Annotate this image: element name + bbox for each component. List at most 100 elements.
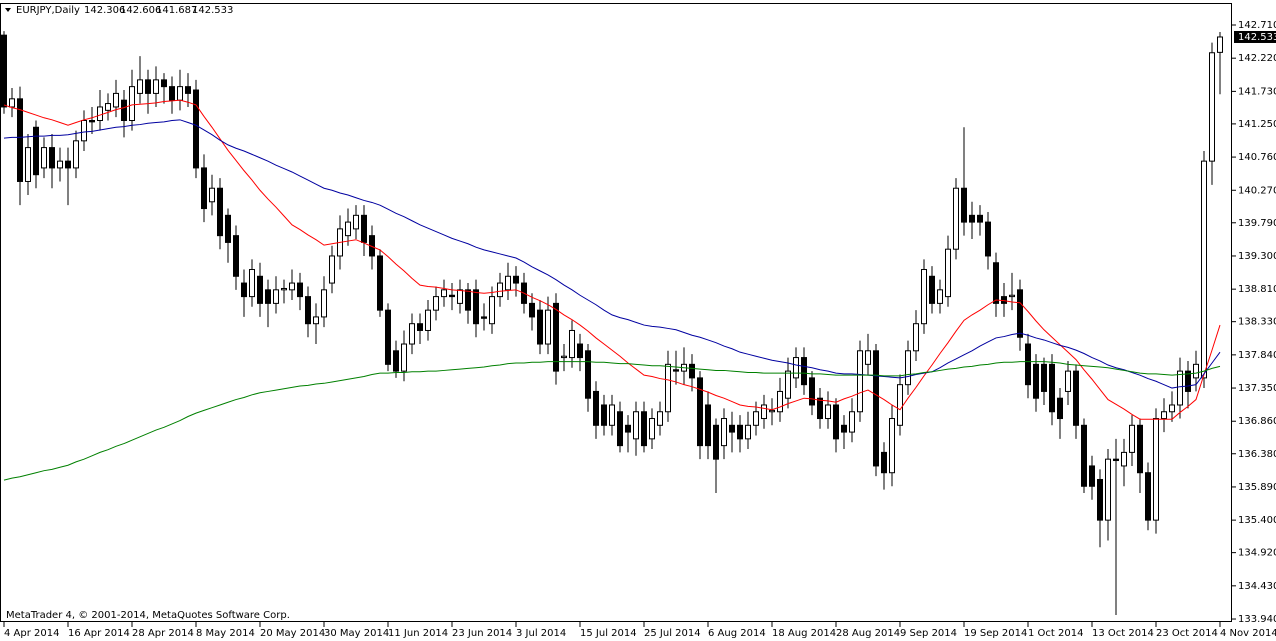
candle-body: [825, 404, 831, 420]
candle-body: [329, 255, 335, 284]
candle-body: [777, 390, 783, 413]
candle-body: [1065, 370, 1071, 392]
candle-body: [113, 92, 119, 108]
candle-body: [905, 350, 911, 386]
plot-frame: [0, 3, 1232, 622]
candle-body: [9, 98, 15, 108]
candle-body: [561, 355, 567, 359]
candle-body: [33, 126, 39, 176]
candle-body: [353, 214, 359, 230]
candle-body: [153, 79, 159, 94]
candle-body: [97, 106, 103, 122]
candle-body: [257, 275, 263, 304]
candle-body: [321, 289, 327, 318]
candle-body: [593, 390, 599, 426]
candle-body: [137, 79, 143, 94]
candle-body: [753, 411, 759, 426]
candle-body: [417, 323, 423, 331]
candle-body: [529, 302, 535, 318]
candle-body: [1049, 363, 1055, 413]
candle-body: [1105, 458, 1111, 521]
candle-body: [833, 404, 839, 440]
candle-body: [233, 235, 239, 277]
x-tick-label: 18 Aug 2014: [772, 628, 836, 639]
candle-body: [1097, 478, 1103, 521]
candle-body: [713, 424, 719, 460]
candles: [1, 31, 1223, 615]
candle-body: [665, 363, 671, 413]
candle-body: [41, 147, 47, 169]
candle-body: [49, 147, 55, 169]
candle-body: [409, 323, 415, 345]
y-tick-label: 142.710: [1238, 20, 1276, 31]
candle-body: [433, 296, 439, 311]
candle-body: [1169, 404, 1175, 413]
candle-body: [913, 323, 919, 352]
moving-average: [3, 119, 1221, 389]
candle-body: [657, 411, 663, 426]
candle-body: [217, 187, 223, 237]
candle-body: [857, 350, 863, 413]
candle-body: [313, 316, 319, 325]
y-tick-label: 140.760: [1238, 152, 1276, 163]
candle-body: [537, 309, 543, 345]
candle-body: [1, 34, 7, 108]
ohlc-close: 142.533: [192, 5, 233, 16]
y-tick-label: 135.890: [1238, 482, 1276, 493]
y-tick-label: 138.810: [1238, 284, 1276, 295]
candle-body: [1089, 465, 1095, 487]
candle-body: [449, 294, 455, 298]
candle-body: [1025, 343, 1031, 386]
candle-body: [305, 296, 311, 325]
candle-body: [545, 309, 551, 345]
candle-body: [897, 384, 903, 426]
candle-body: [385, 309, 391, 365]
candle-body: [745, 424, 751, 440]
candle-body: [89, 120, 95, 123]
candle-body: [633, 411, 639, 440]
candle-body: [1121, 451, 1127, 467]
x-tick-label: 1 Oct 2014: [1028, 628, 1083, 639]
candle-body: [801, 357, 807, 386]
menu-triangle[interactable]: [5, 8, 11, 12]
candle-body: [785, 370, 791, 399]
x-tick-label: 9 Sep 2014: [900, 628, 957, 639]
candle-body: [1209, 52, 1215, 162]
candle-body: [1113, 458, 1119, 462]
candle-body: [1217, 36, 1223, 53]
candle-body: [1001, 296, 1007, 304]
candle-body: [625, 424, 631, 433]
candle-body: [377, 255, 383, 311]
candle-body: [401, 343, 407, 372]
candle-body: [585, 350, 591, 399]
x-tick-label: 6 Aug 2014: [708, 628, 766, 639]
x-tick-label: 4 Apr 2014: [4, 628, 59, 639]
x-tick-label: 11 Jun 2014: [388, 628, 448, 639]
candle-body: [993, 262, 999, 304]
x-tick-label: 13 Oct 2014: [1092, 628, 1154, 639]
candle-body: [1129, 424, 1135, 453]
y-tick-label: 142.220: [1238, 53, 1276, 64]
candle-body: [281, 287, 287, 291]
candle-body: [1153, 418, 1159, 521]
candle-body: [649, 418, 655, 440]
candle-body: [929, 275, 935, 304]
x-tick-label: 20 May 2014: [260, 628, 325, 639]
candle-body: [793, 357, 799, 379]
candle-body: [1057, 397, 1063, 420]
candle-body: [465, 289, 471, 311]
y-tick-label: 135.400: [1238, 515, 1276, 526]
candle-body: [985, 221, 991, 257]
candle-body: [577, 343, 583, 359]
candle-body: [489, 296, 495, 325]
candle-body: [889, 418, 895, 474]
y-tick-label: 139.300: [1238, 251, 1276, 262]
x-tick-label: 16 Apr 2014: [68, 628, 130, 639]
x-tick-label: 15 Jul 2014: [580, 628, 637, 639]
x-tick-label: 23 Jun 2014: [452, 628, 512, 639]
y-tick-label: 138.330: [1238, 317, 1276, 328]
candle-body: [553, 302, 559, 372]
candle-body: [513, 275, 519, 284]
candle-body: [1081, 424, 1087, 487]
